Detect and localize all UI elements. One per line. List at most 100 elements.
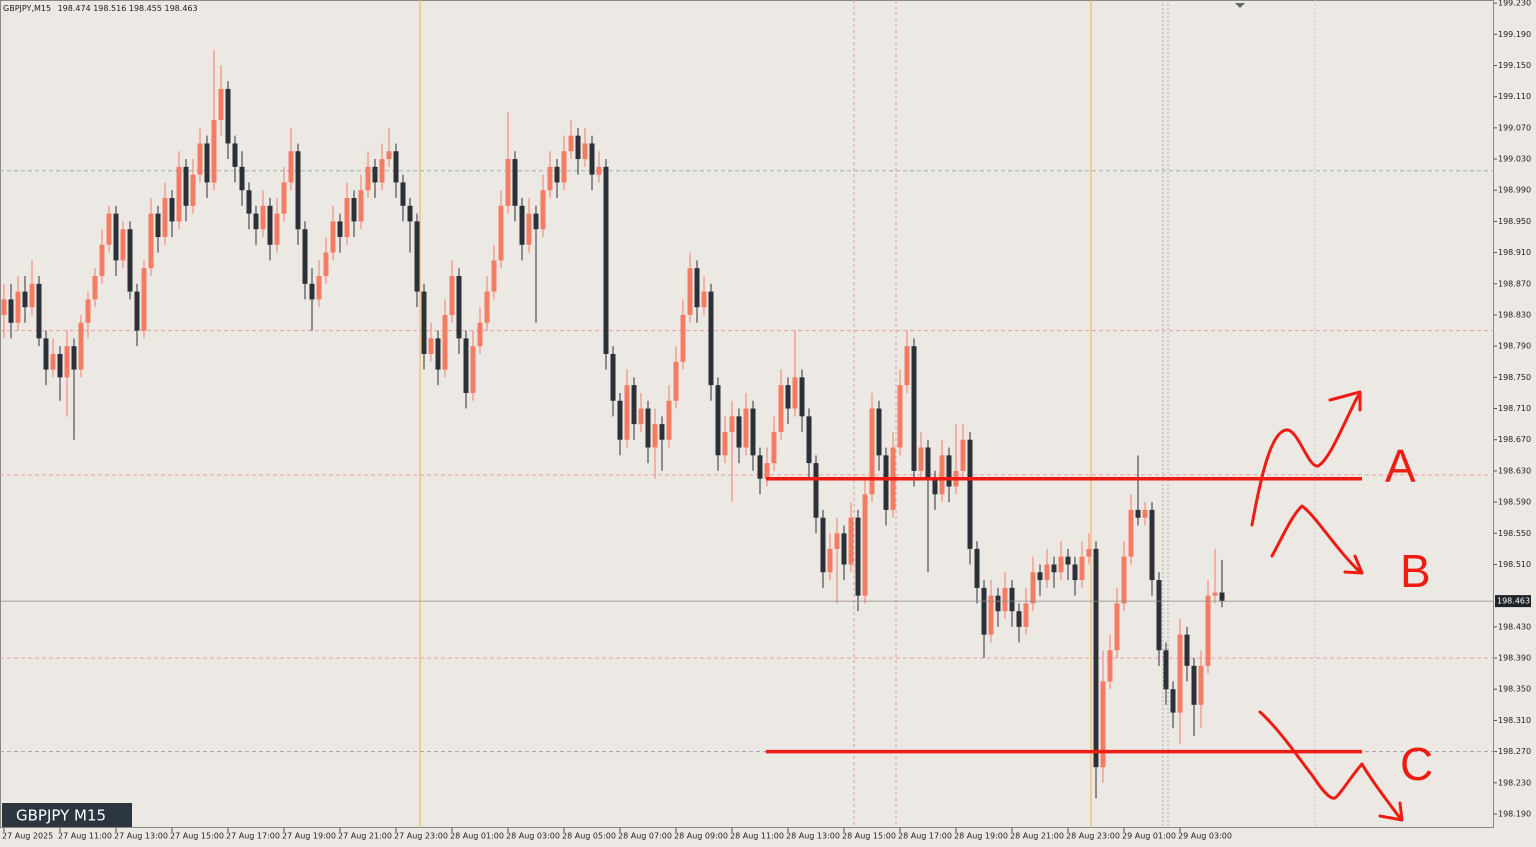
candle-body [197,143,203,175]
candle-body [603,166,609,354]
x-tick-label: 29 Aug 03:00 [1178,832,1232,841]
y-tick-label: 198.190 [1498,809,1531,818]
candle-body [281,182,287,214]
candle-body [883,455,889,510]
candle-body [505,159,511,206]
candle-body [498,205,504,261]
x-tick-label: 27 Aug 19:00 [282,832,336,841]
x-tick-label: 29 Aug 01:00 [1122,832,1176,841]
candle-body [1142,509,1148,518]
candle-body [491,260,497,292]
candle-body [85,299,91,323]
candle-body [127,229,133,292]
candle-body [806,416,812,464]
candle-body [470,346,476,393]
candle-body [610,353,616,401]
x-tick-label: 28 Aug 17:00 [898,832,952,841]
y-tick-label: 198.350 [1498,685,1531,694]
candle-body [351,198,357,222]
candle-body [554,166,560,183]
candle-body [1170,689,1176,713]
y-tick-label: 198.430 [1498,622,1531,631]
y-tick-label: 198.390 [1498,654,1531,663]
x-tick-label: 28 Aug 23:00 [1066,832,1120,841]
candle-body [743,408,749,448]
candle-body [820,517,826,573]
x-tick-label: 28 Aug 09:00 [674,832,728,841]
candle-body [92,276,98,300]
candle-body [645,408,651,448]
candle-body [988,595,994,635]
candle-body [260,205,266,230]
y-tick-label: 198.870 [1498,279,1531,288]
x-tick-label: 28 Aug 01:00 [450,832,504,841]
y-tick-label: 199.230 [1498,0,1531,8]
candle-body [64,346,70,378]
candle-body [582,143,588,160]
x-tick-label: 28 Aug 05:00 [562,832,616,841]
candle-body [190,174,196,206]
vertical-markers [419,0,1316,828]
y-tick-label: 198.270 [1498,747,1531,756]
arrow-head [1328,390,1362,412]
candle-body [204,143,210,183]
candle-body [561,151,567,183]
candle-body [904,346,910,386]
candle-body [512,159,518,206]
x-tick-label: 27 Aug 2025 [2,832,53,841]
symbol-box [2,803,132,827]
candle-body [1107,650,1113,682]
candle-body [701,291,707,308]
candle-body [939,455,945,495]
candle-body [1016,611,1022,627]
x-tick-label: 27 Aug 21:00 [338,832,392,841]
candle-body [8,299,14,323]
y-tick-label: 199.150 [1498,61,1531,70]
y-tick-label: 199.110 [1498,92,1531,101]
candle-body [484,291,490,323]
axis-background [1495,0,1536,847]
candle-body [218,88,224,121]
candle-body [736,416,742,448]
candle-body [36,283,42,339]
candle-body [99,244,105,276]
candle-body [666,400,672,440]
candle-body [722,431,728,456]
candle-body [771,431,777,464]
candle-body [1030,572,1036,604]
candle-body [813,463,819,518]
candle-body [799,377,805,417]
candle-body [211,120,217,183]
candle-body [1149,509,1155,581]
candle-body [862,494,868,596]
x-tick-label: 28 Aug 19:00 [954,832,1008,841]
candle-body [617,400,623,440]
candle-body [442,314,448,370]
candle-body [386,151,392,160]
candle-body [659,424,665,440]
candle-body [1009,587,1015,612]
candle-body [337,221,343,238]
candle-body [113,213,119,261]
candle-body [456,276,462,339]
candle-body [729,416,735,432]
candle-body [1,299,7,315]
x-tick-label: 28 Aug 11:00 [730,832,784,841]
annotation: A [1385,440,1416,492]
candle-body [757,455,763,479]
candle-body [120,229,126,261]
candle-body [1219,592,1225,602]
candle-body [106,213,112,245]
candle-body [183,166,189,206]
candle-body [568,135,574,152]
candle-body [519,205,525,245]
candle-body [407,205,413,222]
candle-body [631,385,637,425]
candle-body [169,198,175,222]
candle-body [1072,564,1078,581]
candle-body [267,205,273,245]
arrow-head [1343,554,1364,575]
x-tick-label: 28 Aug 13:00 [786,832,840,841]
candle-body [288,151,294,183]
y-tick-label: 199.190 [1498,30,1531,39]
